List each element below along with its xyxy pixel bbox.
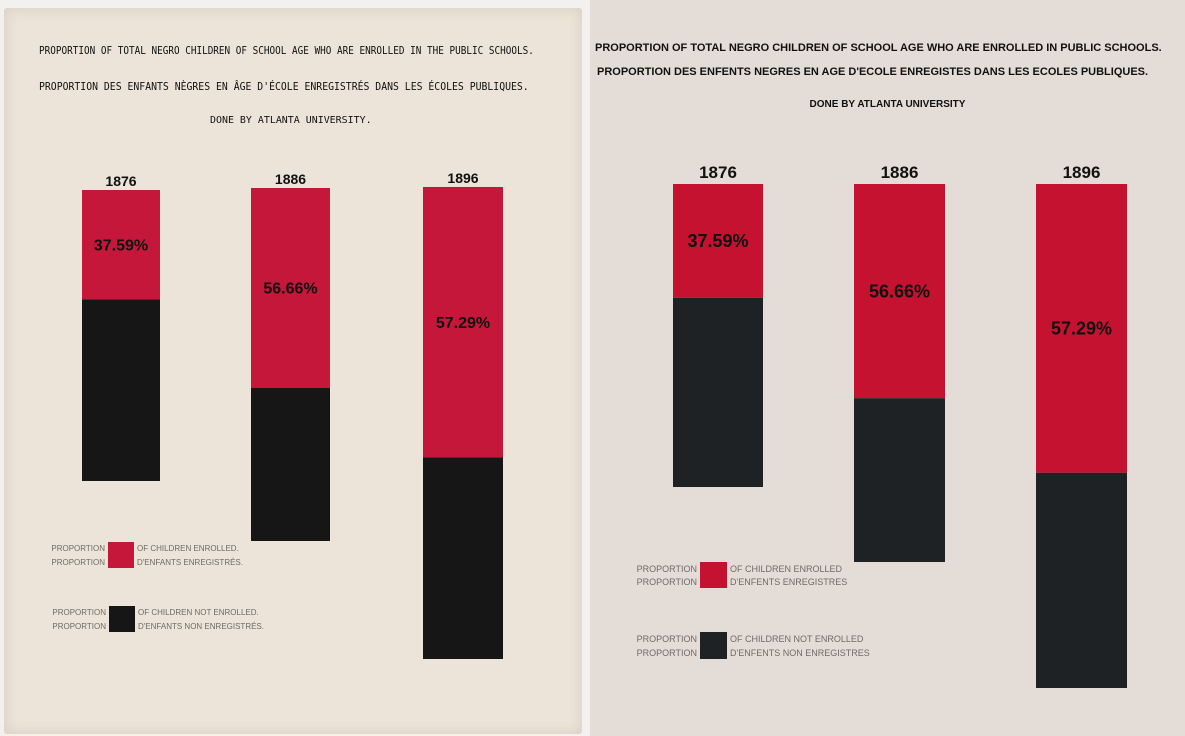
bar-enrolled-1886 [251,188,330,389]
legend-proportion-label: PROPORTION [52,622,106,631]
chart-title: PROPORTION OF TOTAL NEGRO CHILDREN OF SC… [39,44,534,57]
legend-text-fr: D'ENFANTS NON ENREGISTRÉS. [138,622,264,631]
year-label-1876: 1876 [699,163,737,182]
legend-swatch-enrolled [700,562,727,588]
value-label-1896: 57.29% [436,315,490,332]
year-label-1876: 1876 [105,173,136,189]
value-label-1886: 56.66% [869,281,930,301]
chart-credit: DONE BY ATLANTA UNIVERSITY [809,99,966,110]
legend-swatch-not-enrolled [700,632,727,659]
bar-enrolled-1886 [854,184,945,399]
chart-credit: DONE BY ATLANTA UNIVERSITY. [210,115,372,126]
original-chart-panel: PROPORTION OF TOTAL NEGRO CHILDREN OF SC… [0,0,590,736]
bar-not-enrolled-1876 [673,297,763,487]
legend-proportion-label: PROPORTION [51,544,105,553]
bar-enrolled-1876 [673,184,763,298]
legend-text-en: OF CHILDREN NOT ENROLLED. [138,608,259,617]
bar-enrolled-1876 [82,190,160,300]
legend-text-fr: D'ENFENTS NON ENREGISTRES [730,648,870,658]
year-label-1886: 1886 [275,171,306,187]
legend-proportion-label: PROPORTION [637,648,697,658]
legend-proportion-label: PROPORTION [637,577,697,587]
legend-text-fr: D'ENFENTS ENREGISTRES [730,577,847,587]
original-chart-plot: 1876 37.59% 1886 56.66% 1896 57.29% PROPORTION… [51,170,503,659]
bar-not-enrolled-1886 [251,388,330,541]
chart-subtitle: PROPORTION DES ENFENTS NEGRES EN AGE D'E… [597,66,1149,78]
chart-title: PROPORTION OF TOTAL NEGRO CHILDREN OF SC… [595,42,1162,54]
chart-subtitle: PROPORTION DES ENFANTS NÈGRES EN ÂGE D'É… [39,80,529,93]
value-label-1876: 37.59% [687,231,748,251]
value-label-1896: 57.29% [1051,319,1112,339]
year-label-1896: 1896 [447,170,478,186]
legend-swatch-enrolled [108,542,134,568]
bar-not-enrolled-1886 [854,398,945,562]
legend-text-fr: D'ENFANTS ENREGISTRÉS. [137,558,243,567]
legend-text-en: OF CHILDREN ENROLLED [730,564,843,574]
legend-swatch-not-enrolled [109,606,135,632]
year-label-1896: 1896 [1063,163,1101,182]
bar-enrolled-1896 [1036,184,1127,473]
legend-proportion-label: PROPORTION [52,608,106,617]
legend-text-en: OF CHILDREN NOT ENROLLED [730,634,864,644]
year-label-1886: 1886 [881,163,919,182]
bar-enrolled-1896 [423,187,503,458]
legend-text-en: OF CHILDREN ENROLLED. [137,544,239,553]
recreated-chart-plot: 1876 37.59% 1886 56.66% 1896 57.29% PROPORTION… [637,163,1127,688]
legend-proportion-label: PROPORTION [637,564,697,574]
value-label-1886: 56.66% [263,281,317,298]
bar-not-enrolled-1896 [1036,472,1127,688]
legend-proportion-label: PROPORTION [51,558,105,567]
legend-proportion-label: PROPORTION [637,634,697,644]
recreated-chart-panel: PROPORTION OF TOTAL NEGRO CHILDREN OF SC… [590,0,1185,736]
value-label-1876: 37.59% [94,237,148,254]
bar-not-enrolled-1876 [82,299,160,481]
bar-not-enrolled-1896 [423,457,503,659]
